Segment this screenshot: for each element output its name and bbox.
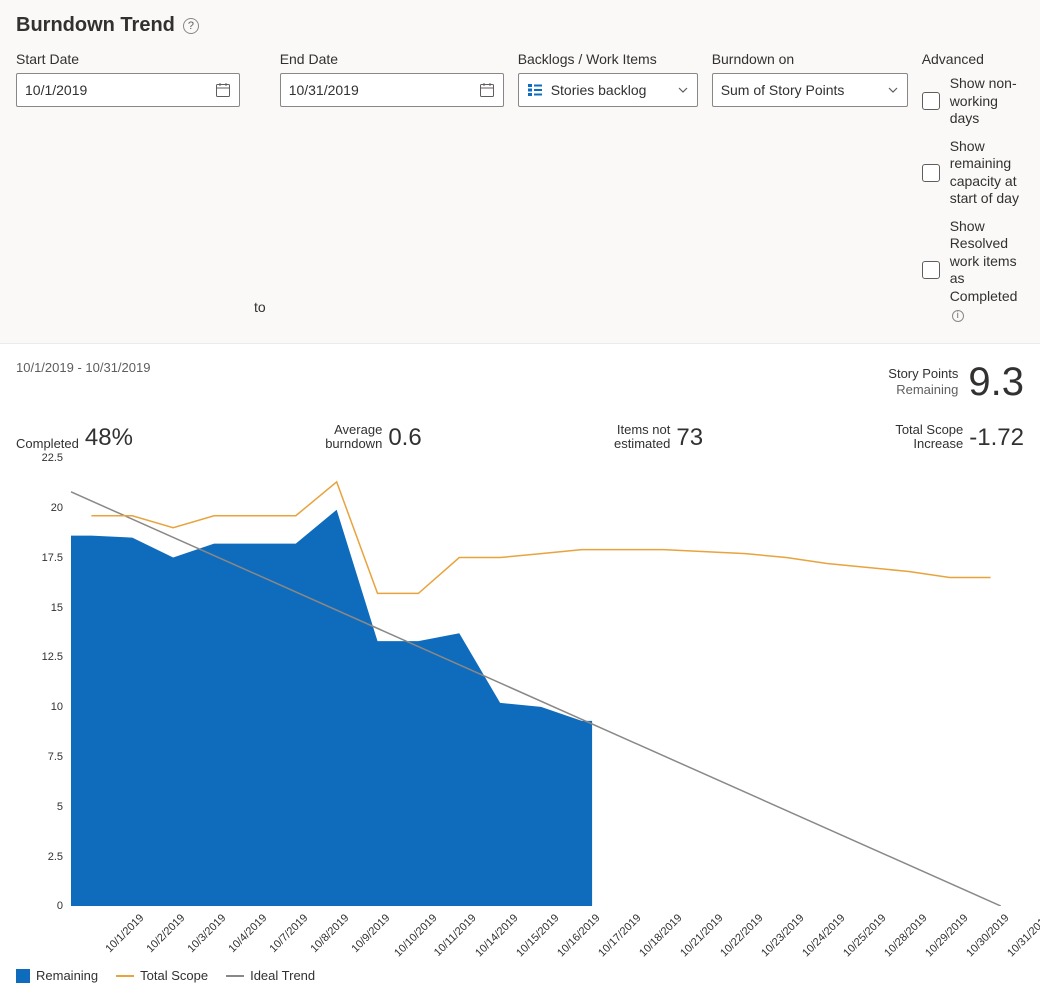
start-date-input[interactable]: 10/1/2019 <box>16 73 240 107</box>
help-icon[interactable]: ? <box>183 18 199 34</box>
x-axis-tick: 10/15/2019 <box>514 912 561 959</box>
burndown-on-field: Burndown on Sum of Story Points <box>712 51 908 107</box>
y-axis-tick: 10 <box>16 701 63 713</box>
x-axis-tick: 10/24/2019 <box>800 912 847 959</box>
backlog-icon <box>527 82 543 98</box>
date-range-text: 10/1/2019 - 10/31/2019 <box>16 360 150 375</box>
controls-row: Start Date 10/1/2019 to End Date 10/31/2… <box>16 51 1024 343</box>
y-axis-tick: 5 <box>16 801 63 813</box>
y-axis-tick: 7.5 <box>16 751 63 763</box>
x-axis-tick: 10/4/2019 <box>226 912 269 955</box>
y-axis-tick: 0 <box>16 900 63 912</box>
metric-label: Items notestimated <box>614 423 670 453</box>
y-axis-tick: 12.5 <box>16 651 63 663</box>
x-axis-tick: 10/3/2019 <box>186 912 229 955</box>
end-date-value: 10/31/2019 <box>289 82 471 98</box>
x-axis-tick: 10/10/2019 <box>392 912 439 959</box>
end-date-input[interactable]: 10/31/2019 <box>280 73 504 107</box>
checkbox-label: Show Resolved work items as Completed i <box>950 218 1024 323</box>
legend-remaining: Remaining <box>16 968 98 983</box>
x-axis-tick: 10/22/2019 <box>719 912 766 959</box>
calendar-icon[interactable] <box>479 82 495 98</box>
story-points-label: Story Points <box>888 366 958 382</box>
advanced-label: Advanced <box>922 51 1024 67</box>
metric-value: 73 <box>676 424 703 452</box>
x-axis-tick: 10/9/2019 <box>349 912 392 955</box>
to-word: to <box>254 299 266 323</box>
x-axis-tick: 10/25/2019 <box>841 912 888 959</box>
metric-items-not-estimated: Items notestimated 73 <box>614 423 703 453</box>
metric-label: Total ScopeIncrease <box>895 423 963 453</box>
start-date-value: 10/1/2019 <box>25 82 207 98</box>
burndown-on-value: Sum of Story Points <box>721 82 879 98</box>
x-axis-tick: 10/1/2019 <box>104 912 147 955</box>
metric-value: 48% <box>85 424 133 452</box>
metric-label: Completed <box>16 437 79 452</box>
burndown-chart: 02.557.51012.51517.52022.510/1/201910/2/… <box>16 458 1020 958</box>
x-axis-tick: 10/18/2019 <box>637 912 684 959</box>
metric-completed: Completed 48% <box>16 424 133 452</box>
checkbox-icon <box>922 261 940 279</box>
end-date-label: End Date <box>280 51 504 67</box>
x-axis-tick: 10/17/2019 <box>596 912 643 959</box>
remaining-label: Remaining <box>888 382 958 398</box>
y-axis-tick: 17.5 <box>16 552 63 564</box>
x-axis-tick: 10/7/2019 <box>267 912 310 955</box>
show-resolved-as-completed-checkbox[interactable]: Show Resolved work items as Completed i <box>922 218 1024 323</box>
page-title: Burndown Trend <box>16 14 175 37</box>
advanced-column: Advanced Show non-working days Show rema… <box>922 51 1024 323</box>
checkbox-icon <box>922 164 940 182</box>
metric-value: -1.72 <box>969 424 1024 452</box>
story-points-value: 9.3 <box>968 360 1024 405</box>
x-axis-tick: 10/30/2019 <box>964 912 1011 959</box>
backlogs-field: Backlogs / Work Items Stories backlog <box>518 51 698 107</box>
chevron-down-icon <box>887 84 899 96</box>
chart-card: 10/1/2019 - 10/31/2019 Story Points Rema… <box>0 343 1040 993</box>
burndown-on-select[interactable]: Sum of Story Points <box>712 73 908 107</box>
story-points-remaining: Story Points Remaining 9.3 <box>888 360 1024 405</box>
calendar-icon[interactable] <box>215 82 231 98</box>
x-axis-tick: 10/21/2019 <box>678 912 725 959</box>
x-axis-tick: 10/29/2019 <box>923 912 970 959</box>
legend-total-scope: Total Scope <box>116 968 208 983</box>
x-axis-tick: 10/23/2019 <box>759 912 806 959</box>
show-remaining-capacity-checkbox[interactable]: Show remaining capacity at start of day <box>922 138 1024 208</box>
backlogs-label: Backlogs / Work Items <box>518 51 698 67</box>
y-axis-tick: 20 <box>16 502 63 514</box>
checkbox-label: Show non-working days <box>950 75 1024 128</box>
y-axis-tick: 15 <box>16 602 63 614</box>
checkbox-label: Show remaining capacity at start of day <box>950 138 1024 208</box>
y-axis-tick: 22.5 <box>16 452 63 464</box>
x-axis-tick: 10/8/2019 <box>308 912 351 955</box>
metric-value: 0.6 <box>388 424 421 452</box>
start-date-label: Start Date <box>16 51 240 67</box>
chart-legend: Remaining Total Scope Ideal Trend <box>16 968 1024 983</box>
y-axis-tick: 2.5 <box>16 851 63 863</box>
burndown-on-label: Burndown on <box>712 51 908 67</box>
chevron-down-icon <box>677 84 689 96</box>
x-axis-tick: 10/16/2019 <box>555 912 602 959</box>
x-axis-tick: 10/14/2019 <box>473 912 520 959</box>
checkbox-icon <box>922 92 940 110</box>
metric-total-scope-increase: Total ScopeIncrease -1.72 <box>895 423 1024 453</box>
start-date-field: Start Date 10/1/2019 <box>16 51 240 107</box>
backlogs-select[interactable]: Stories backlog <box>518 73 698 107</box>
x-axis-tick: 10/2/2019 <box>145 912 188 955</box>
x-axis-tick: 10/28/2019 <box>882 912 929 959</box>
end-date-field: End Date 10/31/2019 <box>280 51 504 107</box>
show-nonworking-days-checkbox[interactable]: Show non-working days <box>922 75 1024 128</box>
metric-label: Averageburndown <box>325 423 382 453</box>
info-icon[interactable]: i <box>952 310 964 322</box>
metric-avg-burndown: Averageburndown 0.6 <box>325 423 421 453</box>
legend-ideal-trend: Ideal Trend <box>226 968 315 983</box>
backlogs-value: Stories backlog <box>551 82 669 98</box>
